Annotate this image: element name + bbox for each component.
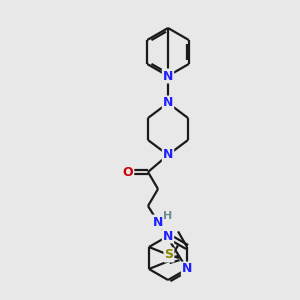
Text: N: N — [163, 230, 173, 242]
Text: O: O — [123, 166, 133, 178]
Text: N: N — [163, 70, 173, 83]
Text: S: S — [164, 248, 173, 262]
Text: N: N — [153, 215, 163, 229]
Text: N: N — [163, 97, 173, 110]
Text: H: H — [164, 211, 172, 221]
Text: N: N — [163, 148, 173, 161]
Text: N: N — [182, 262, 192, 275]
